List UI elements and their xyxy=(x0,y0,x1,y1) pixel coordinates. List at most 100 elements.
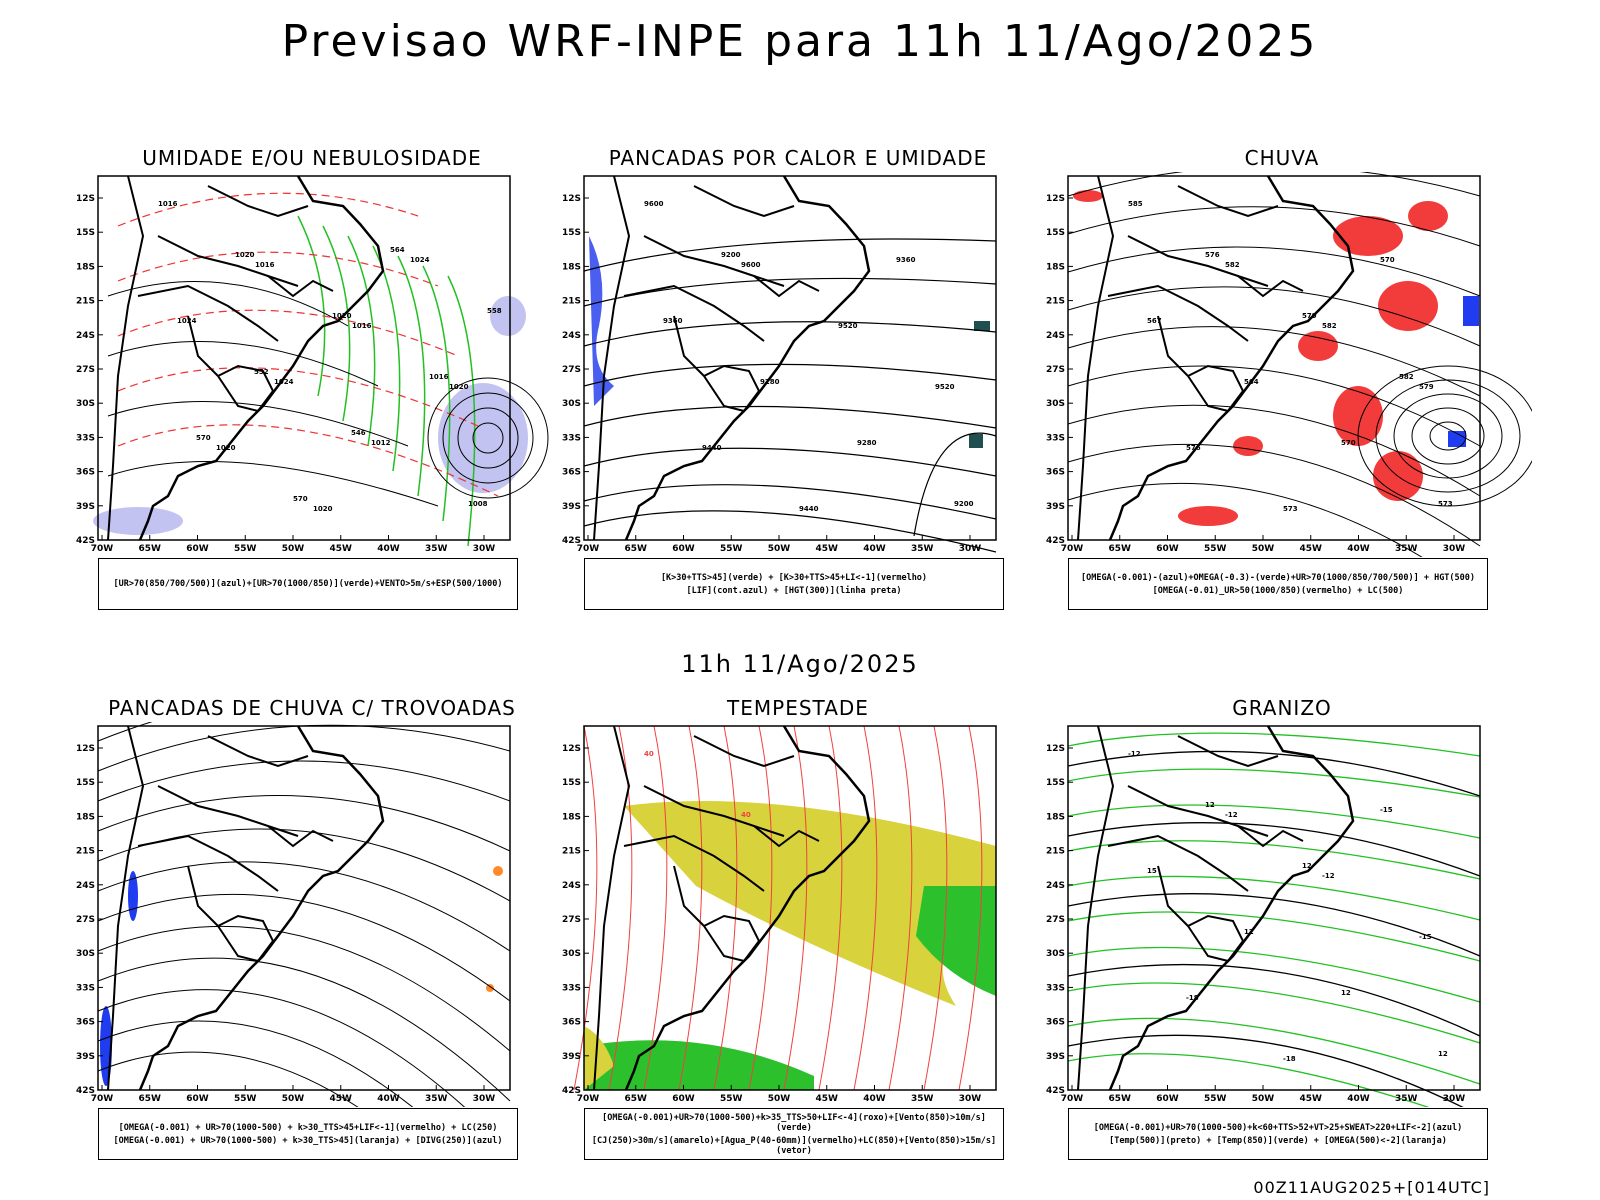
country-border xyxy=(593,725,631,1091)
country-border xyxy=(623,834,765,892)
country-border xyxy=(1077,725,1115,1091)
streamline xyxy=(1067,404,1481,497)
map-background xyxy=(98,726,510,1090)
coastline xyxy=(1108,175,1355,541)
contour-label: 573 xyxy=(1438,500,1453,508)
lon-tick-label: 35W xyxy=(911,1094,934,1104)
contour-label: 558 xyxy=(487,307,502,315)
lat-tick-label: 33S xyxy=(1046,983,1065,993)
contour-label: 1016 xyxy=(255,261,275,269)
country-border xyxy=(207,735,309,768)
contour-label: 576 xyxy=(1205,251,1220,259)
contour-label: 9360 xyxy=(896,256,916,264)
streamline xyxy=(1067,206,1481,247)
lat-tick-label: 12S xyxy=(562,194,581,204)
country-border xyxy=(643,785,785,837)
valid-time-label: 11h 11/Ago/2025 xyxy=(681,650,919,678)
contour-label: -18 xyxy=(1186,994,1199,1002)
streamline xyxy=(97,989,465,1107)
lon-tick-label: 30W xyxy=(1443,544,1466,554)
lat-tick-label: 21S xyxy=(76,297,95,307)
legend-line: [OMEGA(-0.001)-(azul)+OMEGA(-0.3)-(verde… xyxy=(1080,572,1476,583)
lon-tick-label: 65W xyxy=(1109,1094,1132,1104)
streamline-850 xyxy=(958,725,983,1091)
contour-label: 573 xyxy=(1283,505,1298,513)
lat-tick-label: 36S xyxy=(76,1018,95,1028)
streamline-850 xyxy=(888,725,913,1091)
lon-tick-label: 45W xyxy=(330,1094,353,1104)
contour-label: 570 xyxy=(1341,439,1356,447)
humidity-contour xyxy=(322,225,351,422)
country-border xyxy=(157,235,299,287)
lon-tick-label: 35W xyxy=(425,544,448,554)
humidity-contour xyxy=(347,235,376,447)
map-frame xyxy=(583,175,997,541)
contour-label: 9200 xyxy=(721,251,741,259)
contour-label: -18 xyxy=(1283,1055,1296,1063)
legend-box: [OMEGA(-0.001) + UR>70(1000-500) + k>30_… xyxy=(98,1108,518,1160)
contour-label: 1020 xyxy=(216,444,236,452)
lon-tick-label: 30W xyxy=(959,1094,982,1104)
contour-label: 9440 xyxy=(799,505,819,513)
contour-label: 570 xyxy=(196,434,211,442)
streamline-850 xyxy=(643,725,668,1091)
instability-area xyxy=(493,866,503,876)
lat-tick-label: 27S xyxy=(1046,365,1065,375)
legend-line: [UR>70(850/700/500)](azul)+[UR>70(1000/8… xyxy=(113,579,503,589)
lat-tick-label: 18S xyxy=(76,812,95,822)
streamline-850 xyxy=(923,725,948,1091)
streamline xyxy=(1429,421,1467,451)
lat-tick-label: 42S xyxy=(76,1086,95,1096)
streamline-850 xyxy=(783,725,808,1091)
lat-tick-label: 42S xyxy=(562,536,581,546)
rain-area xyxy=(1233,436,1263,456)
lat-tick-label: 27S xyxy=(76,915,95,925)
humidity-area xyxy=(490,296,526,336)
lon-tick-label: 40W xyxy=(863,1094,886,1104)
lat-tick-label: 39S xyxy=(562,1052,581,1062)
pressure-isobar xyxy=(107,340,379,387)
contour-label: 564 xyxy=(390,246,405,254)
country-border xyxy=(107,175,145,541)
contour-label: 1016 xyxy=(429,373,449,381)
legend-line: [OMEGA(-0.001)+UR>70(1000-500)+k<60+TTS>… xyxy=(1093,1122,1463,1133)
hgt300-contour xyxy=(583,405,997,429)
lat-tick-label: 15S xyxy=(1046,228,1065,238)
country-border xyxy=(1187,914,1245,963)
contour-label: 12 xyxy=(1341,989,1351,997)
lat-tick-label: 12S xyxy=(76,194,95,204)
humidity-contour xyxy=(297,215,326,397)
legend-box: [K>30+TTS>45](verde) + [K>30+TTS>45+LI<-… xyxy=(584,558,1004,610)
country-border xyxy=(1157,865,1189,927)
country-border xyxy=(187,315,219,377)
country-border xyxy=(593,175,631,541)
contour-label: 1012 xyxy=(371,439,391,447)
lat-tick-label: 39S xyxy=(1046,502,1065,512)
country-border xyxy=(137,834,279,892)
map-frame xyxy=(1067,725,1481,1091)
contour-label: 15 xyxy=(1147,867,1157,875)
lat-tick-label: 24S xyxy=(1046,881,1065,891)
contour-label: 552 xyxy=(254,368,269,376)
lat-tick-label: 30S xyxy=(1046,399,1065,409)
contour-label: 576 xyxy=(1186,444,1201,452)
lon-tick-label: 35W xyxy=(911,544,934,554)
pressure-isobar xyxy=(107,460,439,507)
lat-tick-label: 33S xyxy=(562,983,581,993)
contour-label: 9280 xyxy=(857,439,877,447)
streamline xyxy=(1411,407,1485,465)
lat-tick-label: 30S xyxy=(562,949,581,959)
field-layer xyxy=(1067,732,1481,1107)
lon-tick-label: 55W xyxy=(234,1094,257,1104)
panel-title: PANCADAS POR CALOR E UMIDADE xyxy=(608,146,988,170)
contour-label: 9520 xyxy=(935,383,955,391)
lon-tick-label: 30W xyxy=(473,1094,496,1104)
temp850-contour xyxy=(1067,1017,1481,1085)
humidity-area xyxy=(93,507,183,535)
lat-tick-label: 36S xyxy=(76,468,95,478)
contour-label: 1024 xyxy=(410,256,430,264)
pressure-isobar xyxy=(457,407,519,469)
lat-tick-label: 12S xyxy=(1046,744,1065,754)
